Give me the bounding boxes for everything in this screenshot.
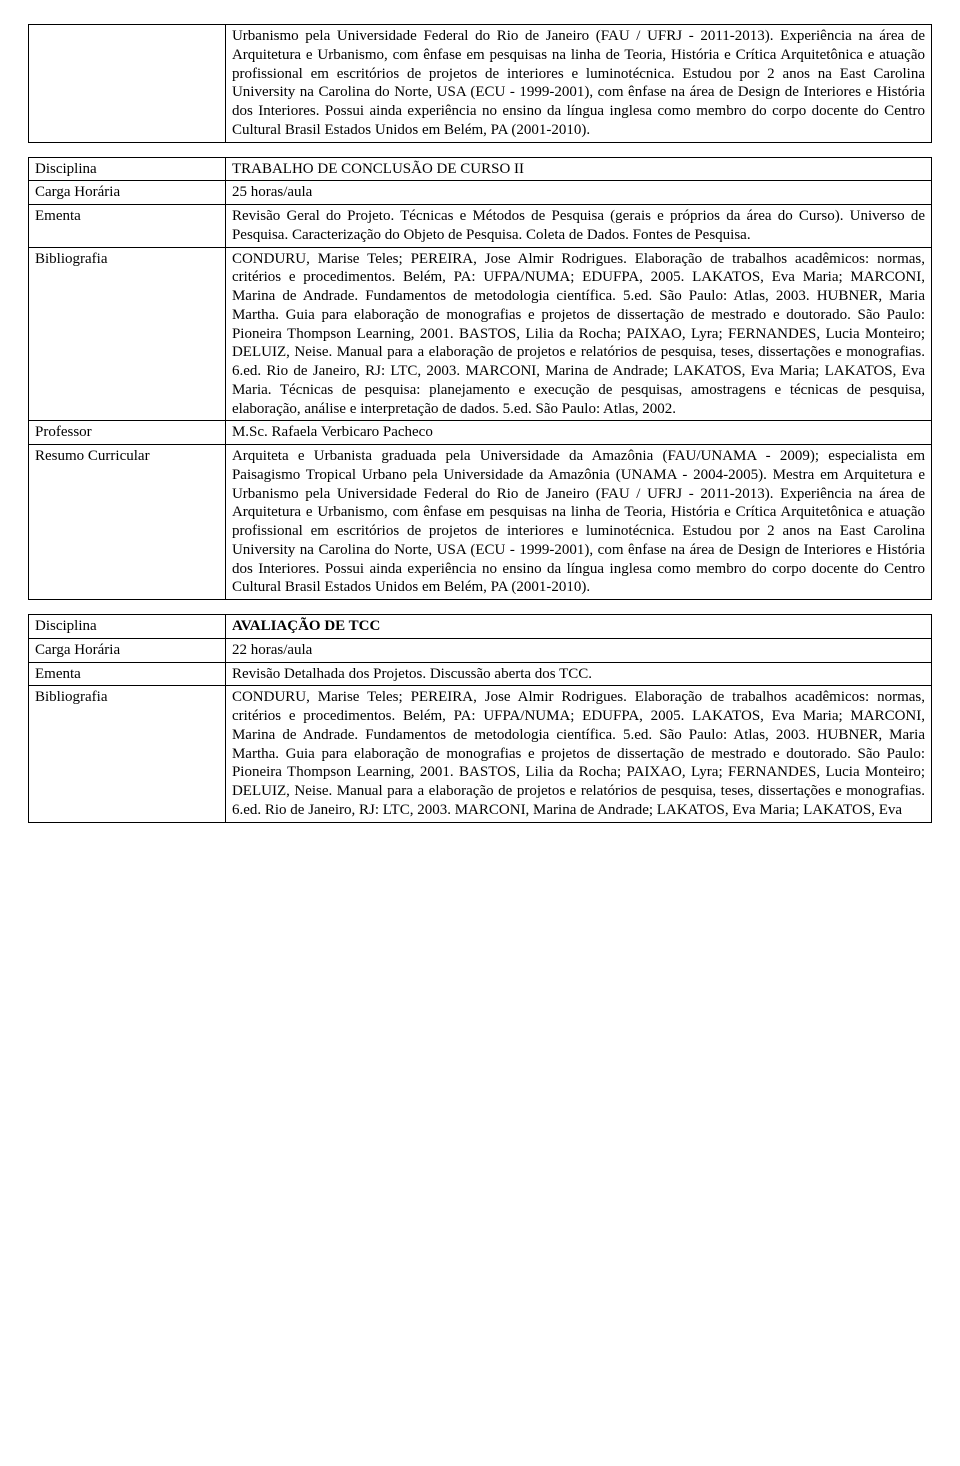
carga-label: Carga Horária: [29, 181, 226, 205]
ementa-value: Revisão Detalhada dos Projetos. Discussã…: [225, 662, 931, 686]
resumo-label: Resumo Curricular: [29, 445, 226, 600]
ementa-value: Revisão Geral do Projeto. Técnicas e Mét…: [225, 205, 931, 248]
course-table-1: Urbanismo pela Universidade Federal do R…: [28, 24, 932, 143]
table-row: Professor M.Sc. Rafaela Verbicaro Pachec…: [29, 421, 932, 445]
intro-text: Urbanismo pela Universidade Federal do R…: [225, 25, 931, 143]
course-table-2: Disciplina TRABALHO DE CONCLUSÃO DE CURS…: [28, 157, 932, 601]
table-row: Carga Horária 22 horas/aula: [29, 638, 932, 662]
carga-label: Carga Horária: [29, 638, 226, 662]
table-row: Bibliografia CONDURU, Marise Teles; PERE…: [29, 686, 932, 822]
disciplina-label: Disciplina: [29, 615, 226, 639]
intro-label-empty: [29, 25, 226, 143]
professor-label: Professor: [29, 421, 226, 445]
table-row: Carga Horária 25 horas/aula: [29, 181, 932, 205]
table-row: Disciplina AVALIAÇÃO DE TCC: [29, 615, 932, 639]
ementa-label: Ementa: [29, 205, 226, 248]
carga-value: 25 horas/aula: [225, 181, 931, 205]
disciplina-value: AVALIAÇÃO DE TCC: [225, 615, 931, 639]
ementa-label: Ementa: [29, 662, 226, 686]
table-row: Urbanismo pela Universidade Federal do R…: [29, 25, 932, 143]
bibliografia-label: Bibliografia: [29, 686, 226, 822]
disciplina-label: Disciplina: [29, 157, 226, 181]
table-row: Ementa Revisão Geral do Projeto. Técnica…: [29, 205, 932, 248]
professor-value: M.Sc. Rafaela Verbicaro Pacheco: [225, 421, 931, 445]
resumo-value: Arquiteta e Urbanista graduada pela Univ…: [225, 445, 931, 600]
table-row: Disciplina TRABALHO DE CONCLUSÃO DE CURS…: [29, 157, 932, 181]
carga-value: 22 horas/aula: [225, 638, 931, 662]
table-row: Ementa Revisão Detalhada dos Projetos. D…: [29, 662, 932, 686]
bibliografia-value: CONDURU, Marise Teles; PEREIRA, Jose Alm…: [225, 686, 931, 822]
table-row: Bibliografia CONDURU, Marise Teles; PERE…: [29, 247, 932, 421]
disciplina-value: TRABALHO DE CONCLUSÃO DE CURSO II: [225, 157, 931, 181]
bibliografia-label: Bibliografia: [29, 247, 226, 421]
table-row: Resumo Curricular Arquiteta e Urbanista …: [29, 445, 932, 600]
bibliografia-value: CONDURU, Marise Teles; PEREIRA, Jose Alm…: [225, 247, 931, 421]
course-table-3: Disciplina AVALIAÇÃO DE TCC Carga Horári…: [28, 614, 932, 823]
